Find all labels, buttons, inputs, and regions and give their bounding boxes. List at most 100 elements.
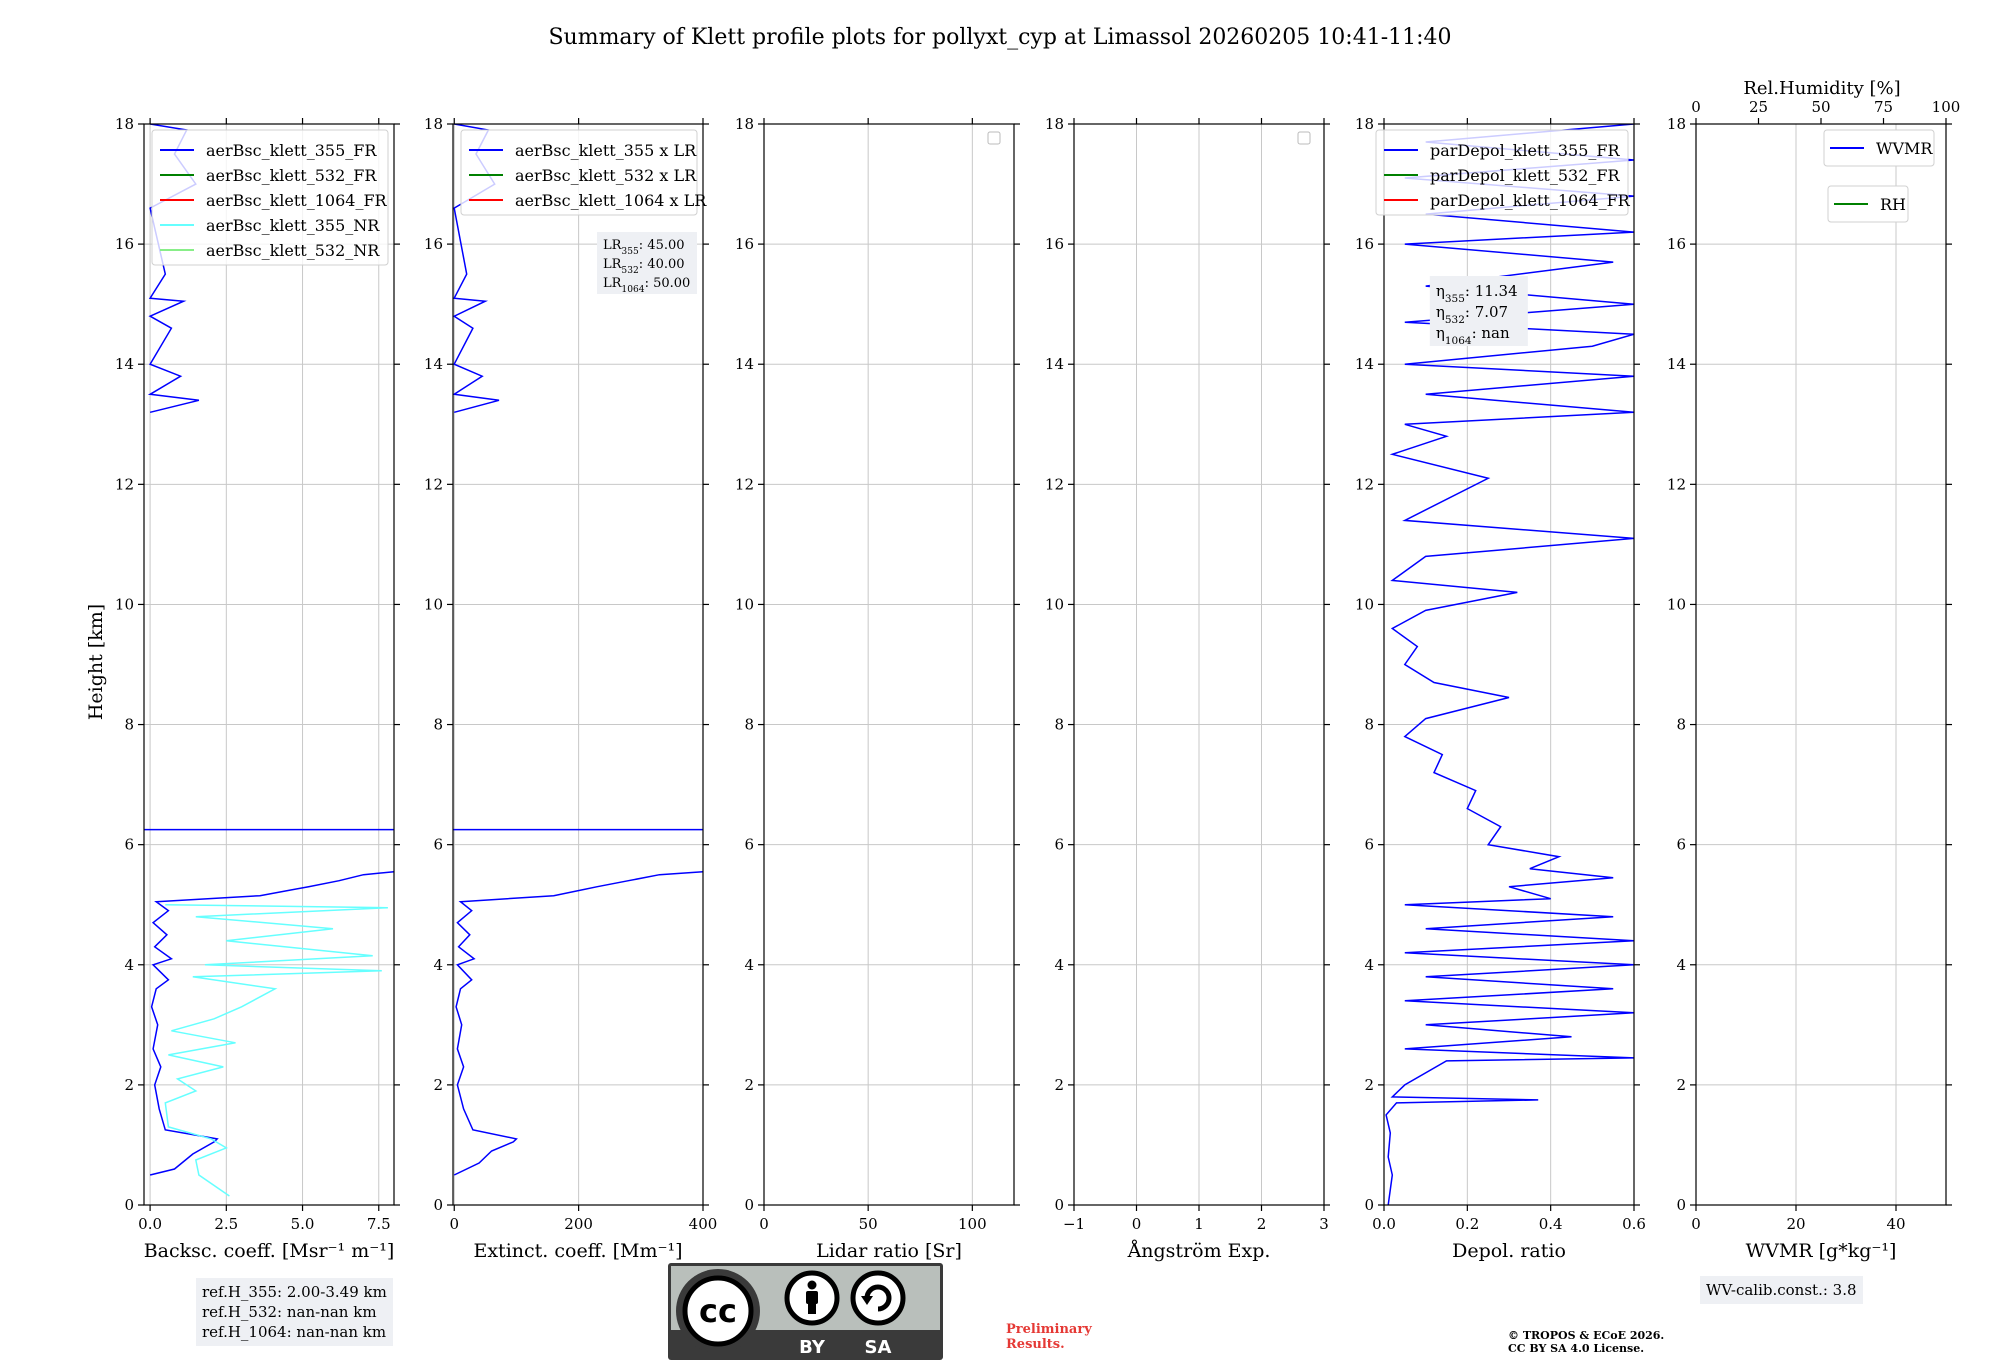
axes-frame [763,123,1015,1206]
y-tick-label: 4 [124,956,134,974]
y-tick-label: 12 [1045,475,1064,493]
y-tick-label: 16 [424,235,443,253]
legend-entry: aerBsc_klett_1064 x LR [515,191,707,210]
eta-info-box [1429,276,1528,346]
y-tick-label: 4 [1676,956,1686,974]
y-tick-label: 8 [1054,716,1064,734]
legend-entry: aerBsc_klett_355_NR [206,216,380,235]
legend-box [460,129,698,216]
legend-entry: parDepol_klett_355_FR [1430,141,1621,160]
x-axis-label: WVMR [g*kg⁻¹] [1746,1240,1897,1262]
y-tick-label: 14 [115,355,134,373]
x-tick-label: 0 [449,1215,459,1233]
y-tick-label: 16 [1045,235,1064,253]
series-line [149,870,394,1176]
axes-frame [1383,123,1635,1206]
y-tick-label: 6 [1676,836,1686,854]
top-x-tick-label: 100 [1932,98,1961,116]
top-x-tick-label: 50 [1811,98,1830,116]
axes-frame [143,123,395,1206]
x-tick-label: 5.0 [291,1215,315,1233]
y-tick-label: 6 [433,836,443,854]
eta-info-line: η1064: nan [1436,324,1510,347]
y-tick-label: 18 [115,115,134,133]
y-tick-label: 16 [115,235,134,253]
x-axis-label: Lidar ratio [Sr] [816,1240,962,1262]
ref-height-355: ref.H_355: 2.00-3.49 km [202,1283,387,1301]
y-tick-label: 0 [433,1196,443,1214]
y-tick-label: 18 [735,115,754,133]
axes-frame [1695,123,1947,1206]
panel-wvmr: 0 2 4 6 8 10 12 14 16 18 0 20 40 0 25 50 75 100 Rel.Humidi… [1667,78,1960,1262]
y-tick-label: 10 [735,595,754,613]
top-x-tick-label: 75 [1874,98,1893,116]
wv-calibration-box: WV-calib.const.: 3.8 [1700,1276,1863,1304]
y-tick-label: 14 [1355,355,1374,373]
panel-depol: 0 2 4 6 8 10 12 14 16 18 0.0 0.2 0.4 0.6 Depol. ratio p… [1355,115,1646,1262]
x-tick-label: 3 [1319,1215,1329,1233]
legend-entry: aerBsc_klett_355 x LR [515,141,697,160]
y-tick-label: 4 [744,956,754,974]
preliminary-line-2: Results. [1006,1337,1065,1352]
x-tick-label: 7.5 [367,1215,391,1233]
y-tick-label: 2 [744,1076,754,1094]
x-tick-label: 20 [1786,1215,1805,1233]
y-tick-label: 16 [1667,235,1686,253]
ref-height-532: ref.H_532: nan-nan km [202,1303,377,1321]
preliminary-note: Preliminary Results. [1006,1322,1092,1352]
top-x-axis-label: Rel.Humidity [%] [1743,78,1900,99]
x-axis-label: Extinct. coeff. [Mm⁻¹] [473,1240,682,1262]
by-label: BY [799,1337,826,1358]
y-tick-label: 4 [433,956,443,974]
x-tick-label: 200 [564,1215,593,1233]
lr-info-line: LR532: 40.00 [603,257,685,276]
y-tick-label: 2 [433,1076,443,1094]
x-tick-label: 0.0 [1372,1215,1396,1233]
y-tick-label: 2 [1676,1076,1686,1094]
legend-entry: parDepol_klett_1064_FR [1430,191,1631,210]
x-axis-label: Backsc. coeff. [Msr⁻¹ m⁻¹] [144,1240,395,1262]
x-tick-label: −1 [1063,1215,1085,1233]
y-tick-label: 8 [433,716,443,734]
y-tick-label: 6 [124,836,134,854]
y-axis-label: Height [km] [85,604,107,720]
y-tick-label: 18 [1667,115,1686,133]
y-tick-label: 0 [1676,1196,1686,1214]
y-tick-label: 4 [1364,956,1374,974]
eta-info-line: η355: 11.34 [1436,282,1518,305]
cc-icon [682,1275,754,1347]
series-line [164,903,388,1197]
legend-entry: WVMR [1876,139,1933,158]
y-tick-label: 8 [124,716,134,734]
x-tick-label: 0 [1691,1215,1701,1233]
y-tick-label: 12 [735,475,754,493]
series-group [144,124,394,1197]
series-line [453,870,703,1176]
x-tick-label: 400 [689,1215,718,1233]
lr-info-line: LR1064: 50.00 [603,276,690,295]
sa-share-icon [850,1270,906,1326]
y-tick-label: 18 [1355,115,1374,133]
y-tick-label: 10 [115,595,134,613]
x-tick-label: 100 [958,1215,987,1233]
x-tick-label: 50 [859,1215,878,1233]
y-tick-label: 12 [115,475,134,493]
x-tick-label: 40 [1886,1215,1905,1233]
top-x-tick-label: 25 [1749,98,1768,116]
legend-entry: RH [1880,195,1906,214]
x-tick-label: 0 [1132,1215,1142,1233]
y-tick-label: 12 [1667,475,1686,493]
top-x-tick-label: 0 [1691,98,1701,116]
panel-backscatter: 0 2 4 6 8 10 12 14 16 18 0.0 2.5 5.0 7.5 Backsc. coeff… [115,115,400,1262]
legend-entry: aerBsc_klett_1064_FR [206,191,388,210]
y-tick-label: 2 [1364,1076,1374,1094]
y-tick-label: 14 [1667,355,1686,373]
copyright-note: © TROPOS & ECoE 2026. CC BY SA 4.0 Licen… [1508,1329,1664,1355]
legend-box [1823,129,1935,167]
x-tick-label: 2 [1257,1215,1267,1233]
y-tick-label: 4 [1054,956,1064,974]
legend-entry: aerBsc_klett_532_NR [206,241,380,260]
x-tick-label: 1 [1194,1215,1204,1233]
